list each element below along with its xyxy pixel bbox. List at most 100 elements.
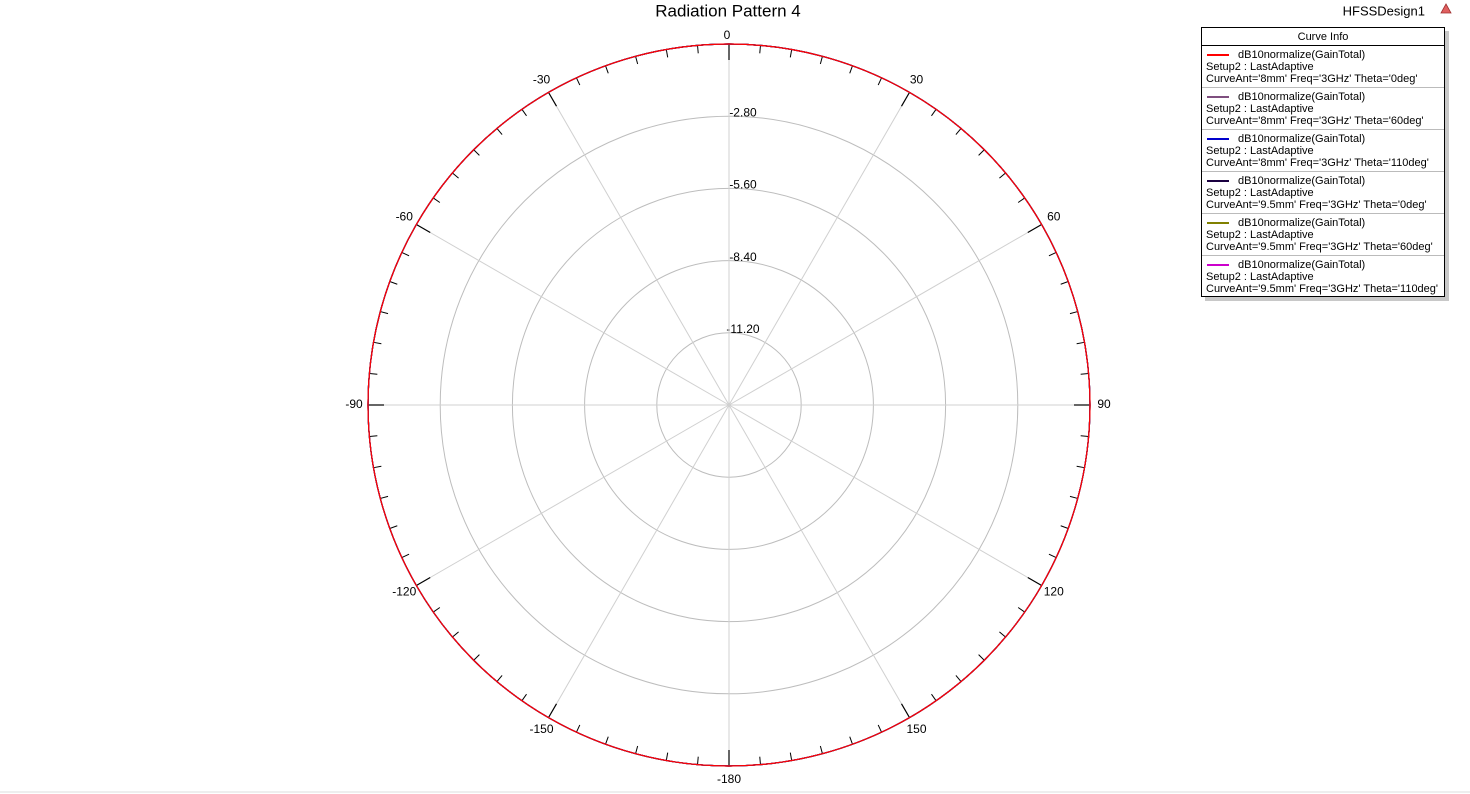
- major-tick: [900, 92, 911, 107]
- major-tick: [416, 576, 431, 587]
- legend-title: Curve Info: [1298, 31, 1349, 43]
- r-tick-label: -5.60: [729, 178, 757, 192]
- minor-tick: [452, 172, 459, 179]
- minor-tick: [373, 341, 382, 345]
- minor-tick: [978, 149, 985, 156]
- minor-tick: [789, 49, 793, 58]
- angle-label: 150: [906, 722, 926, 736]
- legend-setup: Setup2 : LastAdaptive: [1206, 271, 1314, 283]
- minor-tick: [1076, 465, 1085, 469]
- major-tick: [1027, 576, 1042, 587]
- minor-tick: [401, 553, 410, 559]
- minor-tick: [789, 752, 793, 761]
- minor-tick: [877, 724, 883, 733]
- grid-spoke: [548, 92, 730, 406]
- minor-tick: [473, 149, 480, 156]
- minor-tick: [380, 495, 389, 499]
- legend-setup: Setup2 : LastAdaptive: [1206, 229, 1314, 241]
- angle-label: -150: [529, 722, 553, 736]
- minor-tick: [575, 77, 581, 86]
- minor-tick: [373, 465, 382, 469]
- minor-tick: [877, 77, 883, 86]
- minor-tick: [389, 281, 398, 285]
- legend-variation: CurveAnt='9.5mm' Freq='3GHz' Theta='0deg…: [1206, 199, 1427, 211]
- minor-tick: [1069, 495, 1078, 499]
- legend-variation: CurveAnt='9.5mm' Freq='3GHz' Theta='110d…: [1206, 283, 1438, 295]
- minor-tick: [1080, 373, 1089, 375]
- logo-icon: [1440, 3, 1452, 14]
- minor-tick: [759, 756, 761, 765]
- minor-tick: [931, 108, 937, 117]
- minor-tick: [389, 525, 398, 529]
- angle-label: 120: [1044, 585, 1064, 599]
- legend-variation: CurveAnt='8mm' Freq='3GHz' Theta='60deg': [1206, 115, 1424, 127]
- chart-title: Radiation Pattern 4: [655, 1, 801, 20]
- minor-tick: [1048, 553, 1057, 559]
- legend-variation: CurveAnt='9.5mm' Freq='3GHz' Theta='60de…: [1206, 241, 1433, 253]
- r-tick-label: -11.20: [726, 322, 759, 336]
- pattern-curve: [367, 43, 1091, 767]
- grid-spoke: [728, 404, 910, 718]
- grid-spoke: [728, 92, 910, 406]
- angle-label: -180: [717, 772, 741, 786]
- angle-label: -90: [345, 397, 363, 411]
- minor-tick: [496, 128, 503, 135]
- minor-tick: [473, 654, 480, 661]
- minor-tick: [432, 607, 441, 613]
- minor-tick: [605, 736, 609, 745]
- curves: [367, 43, 1091, 767]
- legend-label: dB10normalize(GainTotal): [1238, 49, 1365, 61]
- minor-tick: [759, 45, 761, 54]
- major-tick: [416, 223, 431, 234]
- minor-tick: [635, 745, 639, 754]
- minor-tick: [1017, 607, 1026, 613]
- angle-label: 90: [1097, 397, 1111, 411]
- grid-spoke: [416, 404, 730, 586]
- minor-tick: [605, 65, 609, 74]
- angle-label: -60: [396, 210, 414, 224]
- legend-label: dB10normalize(GainTotal): [1238, 259, 1365, 271]
- legend-variation: CurveAnt='8mm' Freq='3GHz' Theta='110deg…: [1206, 157, 1429, 169]
- minor-tick: [369, 373, 378, 375]
- minor-tick: [635, 56, 639, 65]
- minor-tick: [575, 724, 581, 733]
- minor-tick: [1080, 435, 1089, 437]
- minor-tick: [1060, 281, 1069, 285]
- minor-tick: [697, 45, 699, 54]
- minor-tick: [931, 693, 937, 702]
- legend-setup: Setup2 : LastAdaptive: [1206, 145, 1314, 157]
- minor-tick: [401, 251, 410, 257]
- minor-tick: [496, 675, 503, 682]
- minor-tick: [380, 311, 389, 315]
- angle-label: -30: [533, 72, 551, 86]
- minor-tick: [999, 631, 1006, 638]
- legend: Curve Info dB10normalize(GainTotal)Setup…: [1201, 27, 1449, 301]
- minor-tick: [1069, 311, 1078, 315]
- r-tick-label: -2.80: [729, 105, 757, 119]
- major-tick: [547, 703, 558, 718]
- legend-variation: CurveAnt='8mm' Freq='3GHz' Theta='0deg': [1206, 73, 1417, 85]
- minor-tick: [978, 654, 985, 661]
- minor-tick: [521, 108, 527, 117]
- legend-label: dB10normalize(GainTotal): [1238, 175, 1365, 187]
- minor-tick: [432, 197, 441, 203]
- minor-tick: [955, 675, 962, 682]
- minor-tick: [819, 745, 823, 754]
- minor-tick: [955, 128, 962, 135]
- minor-tick: [1076, 341, 1085, 345]
- legend-setup: Setup2 : LastAdaptive: [1206, 187, 1314, 199]
- r-tick-label: -8.40: [729, 250, 757, 264]
- minor-tick: [452, 631, 459, 638]
- legend-box: [1201, 27, 1445, 297]
- minor-tick: [849, 736, 853, 745]
- grid-spoke: [728, 404, 1042, 586]
- minor-tick: [849, 65, 853, 74]
- minor-tick: [665, 752, 669, 761]
- major-tick: [1027, 223, 1042, 234]
- minor-tick: [999, 172, 1006, 179]
- grid-spoke: [548, 404, 730, 718]
- minor-tick: [819, 56, 823, 65]
- angle-label: -120: [392, 585, 416, 599]
- design-name: HFSSDesign1: [1343, 3, 1425, 18]
